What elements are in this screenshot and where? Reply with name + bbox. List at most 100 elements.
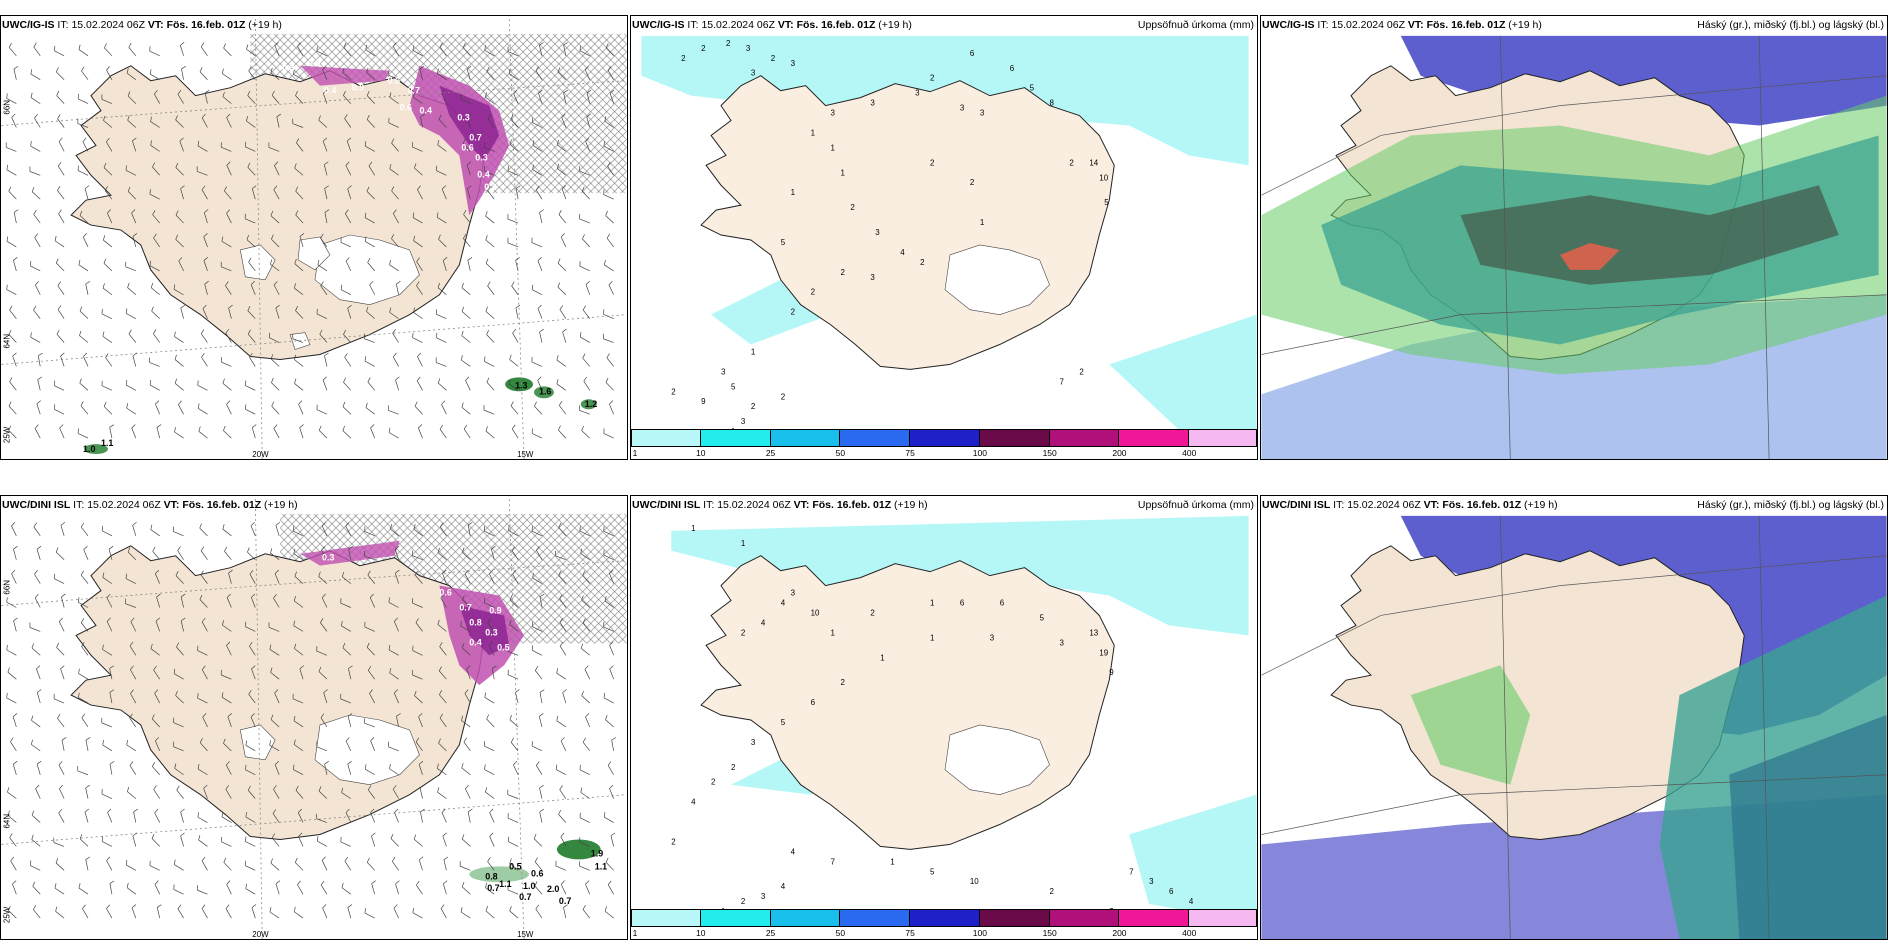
wind-barb	[535, 189, 543, 200]
accum-number: 1	[930, 633, 935, 642]
wind-barb-flag	[563, 904, 568, 908]
wind-barb	[8, 429, 17, 439]
wind-barb	[223, 430, 232, 439]
wind-barb-flag	[226, 593, 231, 598]
wind-barb-flag	[414, 690, 417, 696]
wind-barb	[294, 383, 304, 391]
wind-barb	[508, 530, 519, 537]
wind-barb	[364, 338, 375, 343]
wind-barb-flag	[109, 880, 115, 884]
precip-label: 0.6	[400, 103, 412, 113]
accum-number: 2	[741, 897, 746, 906]
wind-barb-flag	[79, 834, 83, 839]
wind-barb	[246, 239, 256, 248]
wind-barb	[508, 73, 519, 81]
wind-barb-flag	[200, 329, 205, 334]
precip-label: 1.1	[101, 438, 113, 448]
wind-barb-flag	[81, 642, 85, 647]
wind-barb	[512, 573, 519, 584]
wind-barb	[176, 646, 184, 656]
wind-barb	[579, 530, 590, 537]
colorbar-segment	[1119, 909, 1190, 927]
accum-number: 9	[701, 397, 706, 406]
wind-barb-flag	[177, 904, 182, 909]
wind-barb	[106, 597, 113, 608]
wind-barb	[562, 692, 567, 704]
wind-barb	[7, 671, 17, 680]
wind-barb	[79, 215, 89, 224]
wind-barb	[226, 884, 232, 895]
wind-barb-flag	[201, 352, 205, 358]
wind-barb	[249, 645, 256, 656]
wind-barb	[340, 841, 351, 847]
wind-barb	[487, 190, 495, 200]
wind-barb	[366, 191, 375, 200]
wind-barb-flag	[539, 209, 544, 213]
wind-barb	[81, 717, 89, 728]
wind-barb	[343, 95, 352, 104]
wind-barb-flag	[34, 424, 39, 429]
wind-barb	[57, 165, 65, 176]
wind-barb	[438, 119, 447, 128]
wind-barb	[132, 236, 137, 248]
wind-barb	[603, 338, 614, 343]
wind-barb-flag	[245, 740, 248, 746]
wind-barb	[509, 910, 519, 919]
wind-barb-flag	[366, 306, 369, 312]
wind-barb-flag	[269, 740, 271, 746]
precip-label: 1.9	[591, 848, 603, 858]
wind-barb	[437, 144, 447, 152]
wind-barb	[461, 838, 471, 847]
wind-barb-flag	[371, 880, 376, 884]
wind-barb	[610, 835, 614, 847]
wind-barb	[393, 621, 399, 632]
wind-barb-flag	[78, 259, 81, 265]
wind-barb	[251, 668, 256, 680]
wind-barb-flag	[126, 403, 129, 409]
wind-barb-flag	[295, 306, 298, 311]
wind-barb	[295, 310, 304, 319]
wind-barb	[369, 693, 376, 704]
wind-barb	[535, 70, 543, 80]
wind-barb	[103, 406, 113, 415]
wind-barb-flag	[607, 161, 611, 167]
wind-barb	[132, 835, 137, 847]
wind-barb-flag	[151, 714, 155, 720]
wind-barb	[173, 289, 184, 296]
wind-barb-flag	[174, 378, 178, 384]
wind-barb	[203, 236, 208, 248]
wind-barb-flag	[55, 858, 59, 864]
wind-barb-flag	[175, 115, 178, 121]
accum-number: 5	[731, 382, 736, 391]
wind-barb	[320, 622, 328, 632]
wind-barb	[101, 385, 113, 391]
wind-barb-flag	[417, 185, 421, 190]
wind-barb-flag	[221, 68, 224, 74]
wind-barb	[295, 790, 304, 799]
wind-barb	[560, 884, 567, 895]
wind-barb	[563, 44, 567, 56]
accum-number: 3	[1059, 638, 1064, 647]
wind-barb-flag	[9, 377, 13, 382]
wind-barb-flag	[317, 836, 319, 842]
wind-barb	[245, 841, 256, 847]
colorbar-segment	[770, 909, 841, 927]
wind-barb	[584, 69, 591, 80]
wind-barb-flag	[560, 832, 565, 837]
wind-barb	[345, 740, 352, 752]
wind-barb-flag	[57, 114, 61, 119]
wind-barb-flag	[37, 689, 42, 693]
wind-barb	[154, 812, 161, 823]
wind-barb-flag	[78, 883, 81, 889]
wind-barb	[298, 836, 304, 847]
wind-barb-flag	[270, 67, 273, 73]
wind-barb	[245, 409, 256, 415]
wind-barb	[84, 188, 89, 200]
wind-barb-flag	[296, 138, 300, 143]
wind-barb-flag	[6, 644, 8, 651]
wind-barb-flag	[393, 689, 399, 694]
precip-label: 0.8	[485, 871, 497, 881]
wind-barb-flag	[30, 69, 33, 75]
wind-barb	[8, 334, 17, 343]
wind-barb	[608, 284, 614, 295]
